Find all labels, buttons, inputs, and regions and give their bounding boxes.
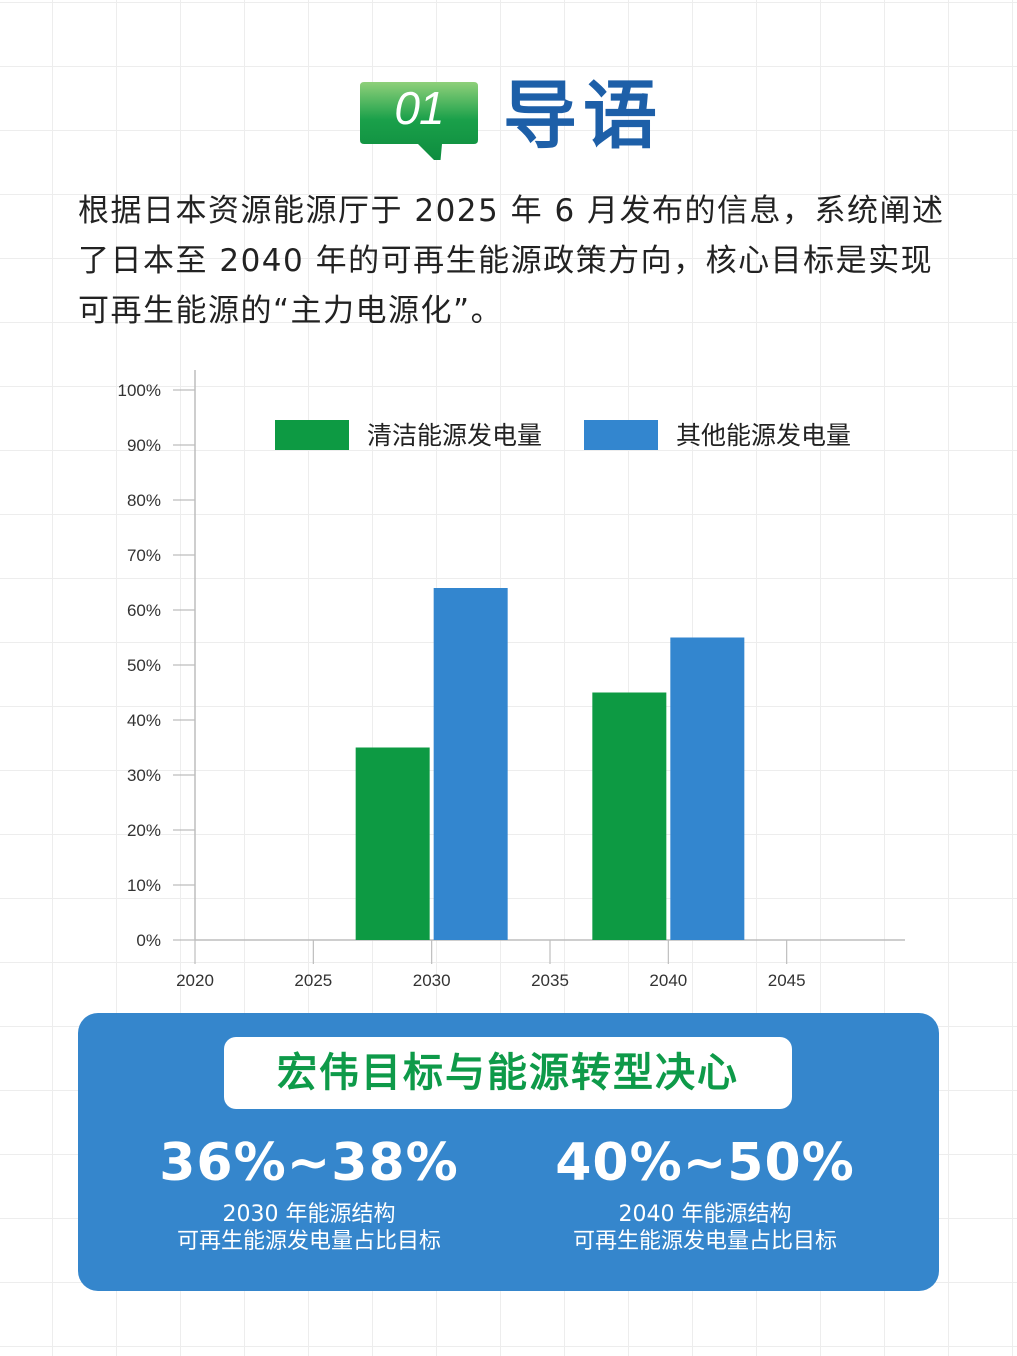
y-tick-label: 50% [127, 656, 161, 675]
stat-desc-line1: 2040 年能源结构 [618, 1202, 792, 1227]
intro-paragraph: 根据日本资源能源厅于 2025 年 6 月发布的信息，系统阐述了日本至 2040… [78, 193, 945, 329]
legend-swatch-0 [275, 420, 349, 450]
bar-clean-2040 [592, 692, 667, 940]
y-tick-label: 10% [127, 876, 161, 895]
bar-other-2040 [670, 637, 745, 940]
stat-desc-line2: 可再生能源发电量占比目标 [572, 1229, 837, 1254]
y-tick-label: 20% [127, 821, 161, 840]
section-number-badge: 01 [358, 74, 480, 160]
stat-value: 36%~38% [159, 1133, 459, 1193]
legend-swatch-1 [584, 420, 658, 450]
y-tick-label: 30% [127, 766, 161, 785]
bar-clean-2030 [355, 747, 430, 940]
x-tick-label: 2035 [531, 971, 569, 990]
legend-label: 清洁能源发电量 [367, 421, 542, 450]
x-tick-label: 2025 [294, 971, 332, 990]
x-tick-label: 2045 [768, 971, 806, 990]
stat-2040: 40%~50% 2040 年能源结构 可再生能源发电量占比目标 [495, 1131, 915, 1255]
y-tick-label: 100% [118, 381, 161, 400]
y-tick-label: 90% [127, 436, 161, 455]
legend-label: 其他能源发电量 [676, 421, 851, 450]
stat-desc-line2: 可再生能源发电量占比目标 [176, 1229, 441, 1254]
x-tick-label: 2040 [649, 971, 687, 990]
y-tick-label: 80% [127, 491, 161, 510]
section-number: 01 [394, 82, 444, 134]
stat-desc-line1: 2030 年能源结构 [222, 1202, 396, 1227]
y-tick-label: 70% [127, 546, 161, 565]
y-tick-label: 40% [127, 711, 161, 730]
x-tick-label: 2030 [413, 971, 451, 990]
x-tick-label: 2020 [176, 971, 214, 990]
y-tick-label: 60% [127, 601, 161, 620]
targets-panel: 宏伟目标与能源转型决心 36%~38% 2030 年能源结构 可再生能源发电量占… [78, 1013, 939, 1291]
bar-other-2030 [433, 588, 508, 940]
bar-chart: 0% 10% 20% 30% 40% 50% 60% 70% 80% 90% 100% 2020 202… [118, 370, 905, 990]
speech-bubble-icon [360, 82, 478, 160]
section-header: 01 导语 [0, 66, 1017, 166]
panel-title-box: 宏伟目标与能源转型决心 [224, 1037, 792, 1109]
y-tick-label: 0% [136, 931, 161, 950]
panel-title: 宏伟目标与能源转型决心 [277, 1050, 739, 1096]
section-title: 导语 [503, 73, 663, 159]
stat-2030: 36%~38% 2030 年能源结构 可再生能源发电量占比目标 [99, 1131, 519, 1255]
stat-value: 40%~50% [555, 1133, 855, 1193]
